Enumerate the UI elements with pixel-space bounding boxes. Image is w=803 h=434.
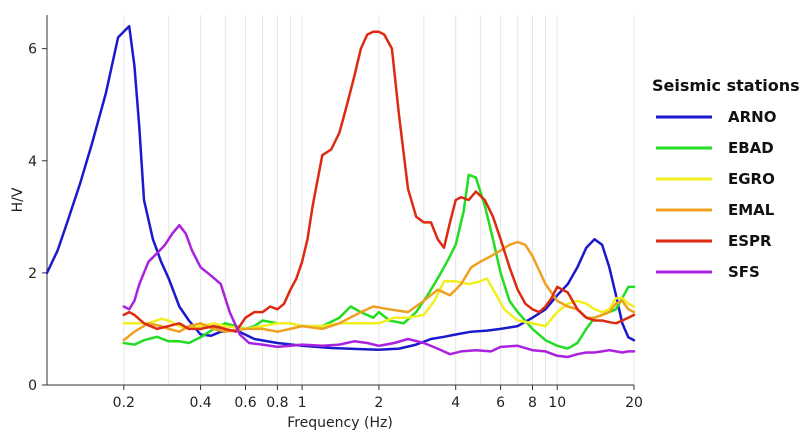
x-tick-label: 8 <box>528 395 537 411</box>
series-lines <box>45 24 636 359</box>
series-line-espr <box>122 30 636 333</box>
y-tick-label: 6 <box>28 42 37 58</box>
x-tick-label: 2 <box>374 395 383 411</box>
legend-label-sfs: SFS <box>728 263 760 281</box>
x-tick-label: 0.6 <box>234 395 256 411</box>
series-line-sfs <box>122 223 636 359</box>
x-axis-label: Frequency (Hz) <box>287 415 393 431</box>
axes <box>46 15 634 386</box>
x-tick-label: 20 <box>625 395 643 411</box>
x-tick-label: 0.4 <box>189 395 211 411</box>
series-line-egro <box>122 277 636 331</box>
legend-label-egro: EGRO <box>728 170 775 188</box>
legend-label-arno: ARNO <box>728 108 776 126</box>
y-tick-label: 4 <box>28 154 37 170</box>
legend-label-espr: ESPR <box>728 232 772 250</box>
series-line-arno <box>45 24 636 351</box>
x-tick-label: 4 <box>451 395 460 411</box>
x-tick-label: 0.8 <box>266 395 288 411</box>
y-tick-label: 2 <box>28 266 37 282</box>
x-tick-label: 6 <box>496 395 505 411</box>
y-tick-label: 0 <box>28 378 37 394</box>
legend-title: Seismic stations <box>652 76 800 95</box>
legend-label-emal: EMAL <box>728 201 775 219</box>
y-axis-label: H/V <box>10 187 26 212</box>
x-tick-label: 10 <box>548 395 566 411</box>
legend: Seismic stations ARNO EBAD EGRO EMAL ESPR SFS <box>652 76 800 281</box>
x-tick-label: 0.2 <box>113 395 135 411</box>
legend-label-ebad: EBAD <box>728 139 774 157</box>
ticks: 0.2 0.4 0.6 0.8 1 2 4 6 8 10 20 0 2 4 6 <box>28 42 643 411</box>
x-tick-label: 1 <box>298 395 307 411</box>
